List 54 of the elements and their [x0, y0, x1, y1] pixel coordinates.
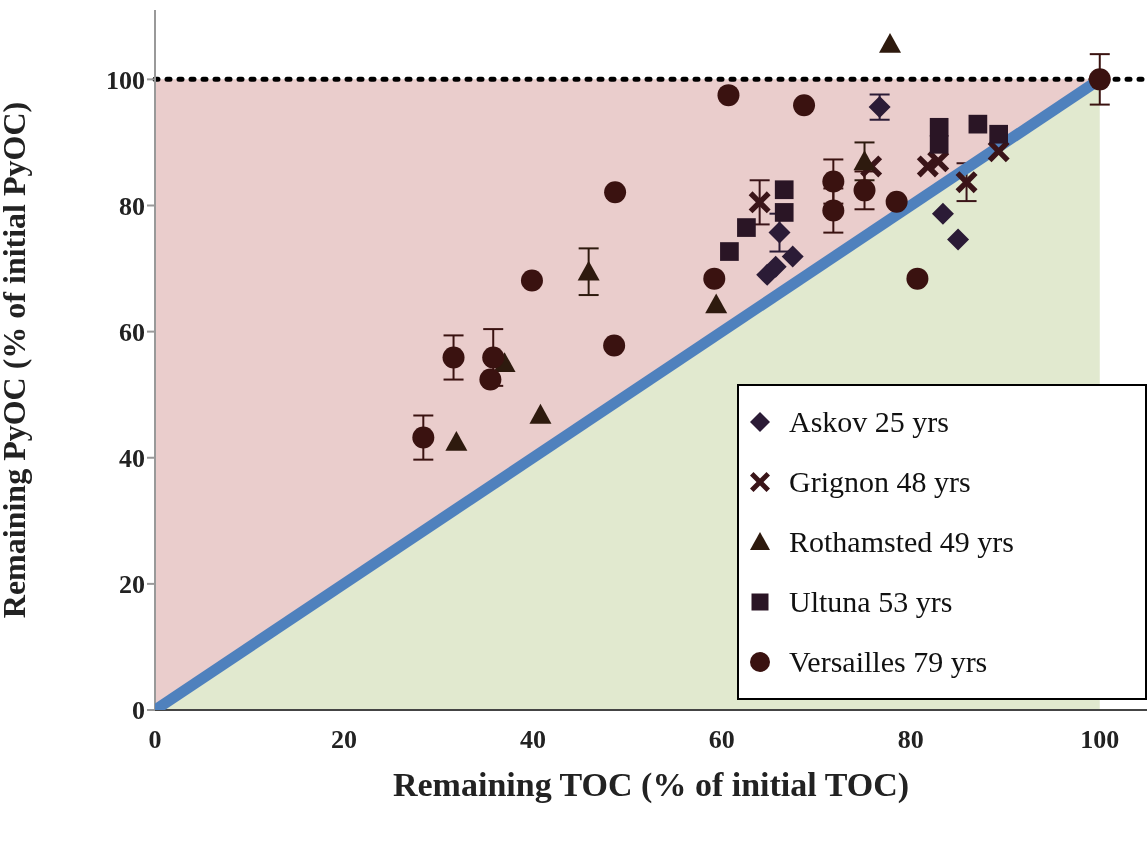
point: [947, 228, 970, 251]
x-tick-label: 20: [330, 725, 357, 755]
point: [885, 190, 908, 213]
point: [955, 171, 978, 194]
y-tick-label: 40: [119, 443, 145, 473]
legend-label: Grignon 48 yrs: [789, 465, 971, 499]
point: [764, 255, 787, 278]
point: [529, 403, 552, 424]
point: [822, 199, 845, 222]
point: [577, 260, 600, 281]
point: [781, 245, 804, 268]
point: [931, 202, 954, 225]
y-tick-label: 0: [132, 696, 145, 726]
point: [853, 179, 876, 202]
x-tick-label: 40: [519, 725, 546, 755]
point: [703, 267, 726, 290]
point: [445, 430, 468, 451]
x-tick-label: 80: [897, 725, 924, 755]
point: [822, 170, 845, 193]
point: [774, 180, 794, 200]
point: [720, 242, 739, 261]
y-axis-title: Remaining PyOC (% of initial PyOC): [0, 101, 33, 619]
y-tick-label: 80: [119, 191, 145, 221]
point: [520, 269, 543, 292]
y-tick-label: 100: [106, 65, 145, 95]
point: [748, 191, 771, 214]
point: [412, 426, 435, 449]
point: [717, 84, 740, 107]
point: [1088, 68, 1111, 91]
point: [774, 203, 794, 222]
point: [906, 267, 929, 290]
point: [879, 33, 902, 53]
legend-label: Rothamsted 49 yrs: [789, 525, 1014, 559]
point: [482, 346, 505, 369]
point: [603, 334, 626, 357]
y-tick-label: 20: [119, 570, 145, 600]
point: [479, 368, 502, 391]
point: [737, 218, 756, 237]
legend-label: Ultuna 53 yrs: [789, 585, 953, 619]
y-tick-label: 60: [119, 317, 145, 347]
x-tick-label: 60: [708, 725, 735, 755]
point: [989, 124, 1009, 144]
point: [442, 346, 465, 369]
x-tick-label: 100: [1080, 725, 1120, 755]
point: [604, 181, 627, 204]
point: [929, 134, 949, 154]
legend-label: Askov 25 yrs: [789, 405, 950, 439]
x-axis-title: Remaining TOC (% of initial TOC): [392, 766, 910, 804]
point: [705, 293, 728, 314]
legend-label: Versailles 79 yrs: [789, 645, 988, 679]
point: [768, 221, 791, 244]
point: [853, 150, 876, 171]
point: [793, 94, 816, 117]
point: [968, 114, 988, 134]
